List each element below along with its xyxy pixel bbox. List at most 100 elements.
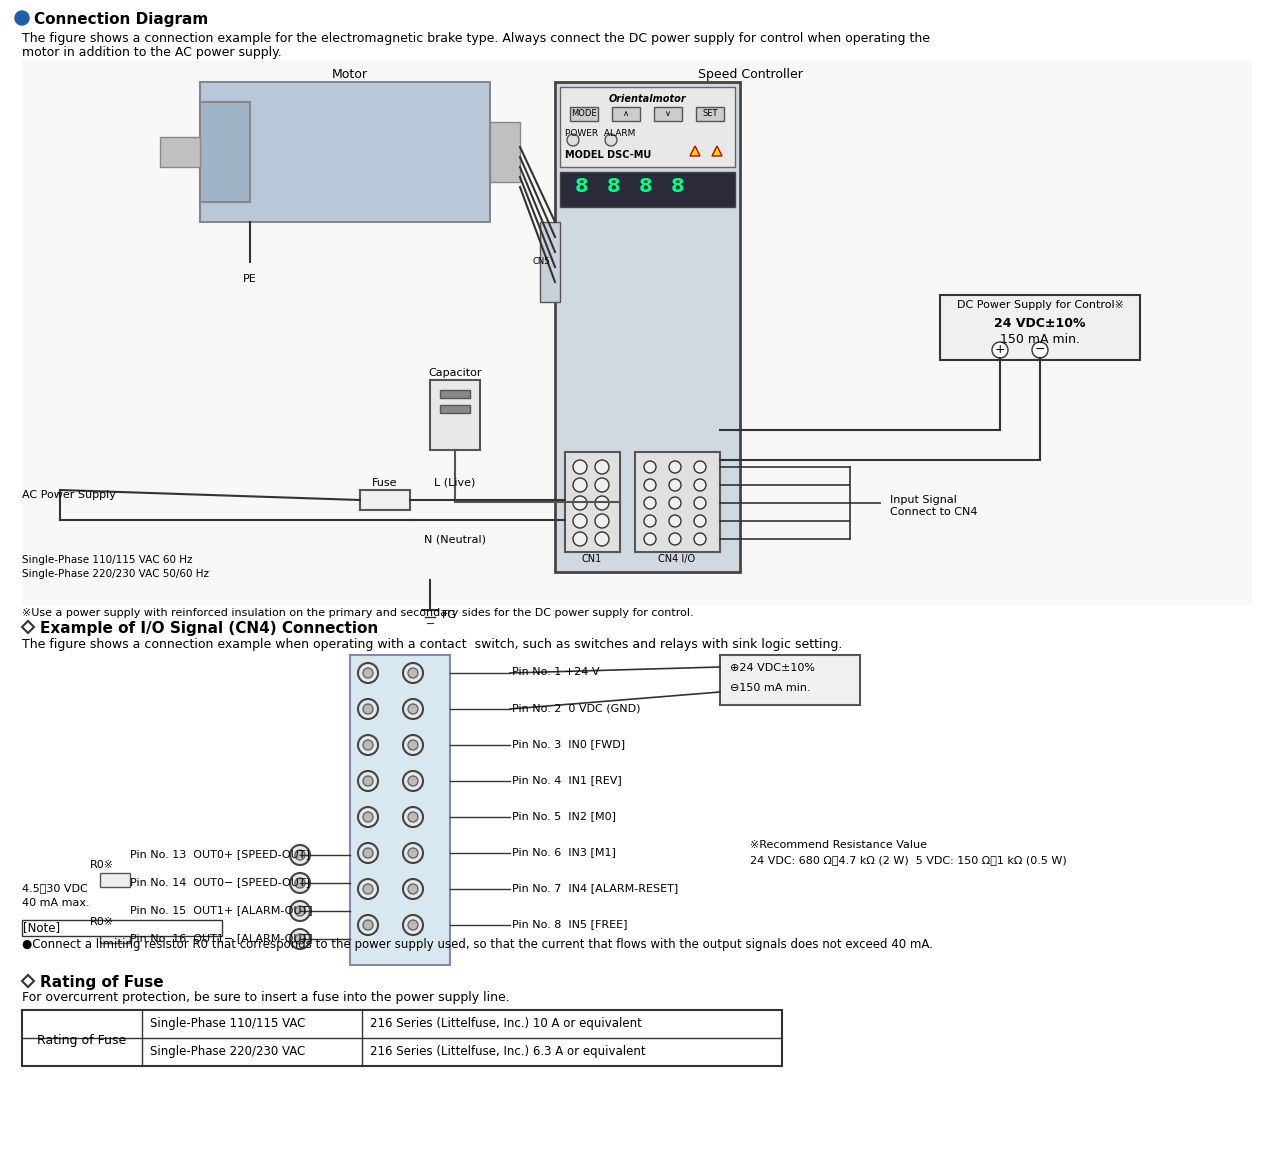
Bar <box>100 873 131 887</box>
Text: −: − <box>1034 343 1046 356</box>
Text: Pin No. 3  IN0 [FWD]: Pin No. 3 IN0 [FWD] <box>512 739 625 749</box>
Bar <box>635 452 719 552</box>
Circle shape <box>291 901 310 921</box>
Circle shape <box>694 461 707 473</box>
Circle shape <box>644 497 657 509</box>
Text: R0※: R0※ <box>90 916 114 927</box>
Text: For overcurrent protection, be sure to insert a fuse into the power supply line.: For overcurrent protection, be sure to i… <box>22 991 509 1004</box>
Text: Motor: Motor <box>332 67 369 81</box>
Bar <box>540 222 561 302</box>
Text: The figure shows a connection example when operating with a contact  switch, suc: The figure shows a connection example wh… <box>22 638 842 651</box>
Circle shape <box>403 735 422 755</box>
Circle shape <box>294 934 305 944</box>
Text: Rating of Fuse: Rating of Fuse <box>37 1034 127 1047</box>
Polygon shape <box>22 621 35 633</box>
Text: 8: 8 <box>575 177 589 197</box>
Text: Pin No. 13  OUT0+ [SPEED-OUT]: Pin No. 13 OUT0+ [SPEED-OUT] <box>131 849 310 859</box>
Circle shape <box>364 848 372 858</box>
Circle shape <box>403 843 422 863</box>
Text: 8: 8 <box>639 177 653 197</box>
Bar <box>696 107 724 121</box>
Bar <box>556 83 740 572</box>
Bar <box>570 107 598 121</box>
Text: +: + <box>995 343 1005 356</box>
Circle shape <box>669 479 681 491</box>
Text: AC Power Supply: AC Power Supply <box>22 490 116 500</box>
Polygon shape <box>712 147 722 156</box>
Bar <box>430 380 480 450</box>
Text: Speed Controller: Speed Controller <box>698 67 803 81</box>
Circle shape <box>358 771 378 791</box>
Bar <box>719 655 860 705</box>
Text: L (Live): L (Live) <box>434 477 476 487</box>
Circle shape <box>364 776 372 786</box>
Circle shape <box>644 461 657 473</box>
Circle shape <box>408 884 419 894</box>
Text: SET: SET <box>703 109 718 117</box>
Bar <box>360 490 410 511</box>
Circle shape <box>694 533 707 545</box>
Circle shape <box>358 735 378 755</box>
Bar <box>564 452 620 552</box>
Text: ∨: ∨ <box>664 109 671 117</box>
Circle shape <box>1032 342 1048 358</box>
Bar <box>561 172 735 207</box>
Circle shape <box>403 771 422 791</box>
Text: N (Neutral): N (Neutral) <box>424 534 486 544</box>
Text: Pin No. 8  IN5 [FREE]: Pin No. 8 IN5 [FREE] <box>512 919 627 929</box>
Text: Capacitor: Capacitor <box>429 368 481 378</box>
Circle shape <box>403 807 422 827</box>
Bar <box>561 87 735 167</box>
Text: POWER  ALARM: POWER ALARM <box>564 129 635 138</box>
Text: Rating of Fuse: Rating of Fuse <box>40 975 164 990</box>
Bar <box>22 1009 782 1066</box>
Bar <box>490 122 520 181</box>
Text: motor in addition to the AC power supply.: motor in addition to the AC power supply… <box>22 47 282 59</box>
Bar <box>349 655 451 965</box>
Text: Single-Phase 220/230 VAC: Single-Phase 220/230 VAC <box>150 1046 305 1058</box>
Text: Fuse: Fuse <box>372 478 398 488</box>
Circle shape <box>595 461 609 475</box>
Text: Pin No. 2  0 VDC (GND): Pin No. 2 0 VDC (GND) <box>512 702 640 713</box>
Text: MODEL DSC-MU: MODEL DSC-MU <box>564 150 652 160</box>
Circle shape <box>364 812 372 822</box>
Circle shape <box>573 514 588 528</box>
Circle shape <box>291 873 310 893</box>
Circle shape <box>595 531 609 545</box>
Circle shape <box>669 533 681 545</box>
Text: Pin No. 5  IN2 [M0]: Pin No. 5 IN2 [M0] <box>512 811 616 821</box>
Text: Orientalmotor: Orientalmotor <box>608 94 686 104</box>
Text: ⊕24 VDC±10%: ⊕24 VDC±10% <box>730 663 815 673</box>
Text: CN4 I/O: CN4 I/O <box>658 554 695 564</box>
Text: Single-Phase 110/115 VAC 60 Hz: Single-Phase 110/115 VAC 60 Hz <box>22 555 192 565</box>
Circle shape <box>364 920 372 930</box>
Circle shape <box>644 533 657 545</box>
Circle shape <box>403 663 422 683</box>
Text: Single-Phase 220/230 VAC 50/60 Hz: Single-Phase 220/230 VAC 50/60 Hz <box>22 569 209 579</box>
Text: Pin No. 6  IN3 [M1]: Pin No. 6 IN3 [M1] <box>512 847 616 857</box>
Bar <box>654 107 682 121</box>
Text: Connection Diagram: Connection Diagram <box>35 12 209 27</box>
Circle shape <box>364 704 372 714</box>
Text: 4.5～30 VDC: 4.5～30 VDC <box>22 883 88 893</box>
Bar <box>940 295 1140 361</box>
Bar <box>440 405 470 413</box>
Circle shape <box>294 850 305 859</box>
Text: ⊖150 mA min.: ⊖150 mA min. <box>730 683 810 693</box>
Text: DC Power Supply for Control※: DC Power Supply for Control※ <box>956 300 1124 311</box>
Text: The figure shows a connection example for the electromagnetic brake type. Always: The figure shows a connection example fo… <box>22 33 931 45</box>
Text: 216 Series (Littelfuse, Inc.) 6.3 A or equivalent: 216 Series (Littelfuse, Inc.) 6.3 A or e… <box>370 1046 645 1058</box>
Circle shape <box>364 740 372 750</box>
Circle shape <box>358 843 378 863</box>
Circle shape <box>358 699 378 719</box>
Circle shape <box>291 929 310 949</box>
Circle shape <box>644 479 657 491</box>
Circle shape <box>669 515 681 527</box>
Circle shape <box>694 479 707 491</box>
Text: 8: 8 <box>671 177 685 197</box>
Circle shape <box>669 497 681 509</box>
Text: [Note]: [Note] <box>23 921 60 934</box>
Text: 8: 8 <box>607 177 621 197</box>
Bar <box>200 102 250 202</box>
Text: CN1: CN1 <box>582 554 602 564</box>
